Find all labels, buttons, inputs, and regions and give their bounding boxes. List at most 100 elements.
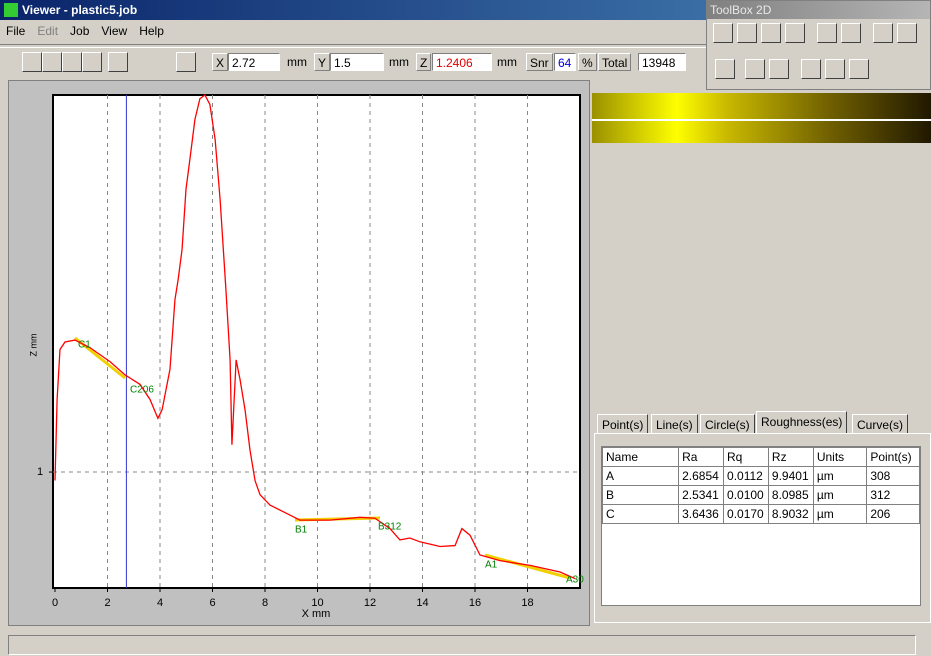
menu-item[interactable]: View: [101, 24, 128, 38]
column-header: Rz: [767, 447, 814, 467]
annotation: C1: [78, 340, 91, 351]
table-cell: 9.9401: [767, 466, 814, 486]
x-tick-label: 6: [209, 597, 215, 609]
column-header: Units: [812, 447, 868, 467]
image-strip: [592, 93, 931, 143]
z-value[interactable]: 1.2406: [432, 53, 492, 71]
snr-value[interactable]: 64: [554, 53, 576, 71]
total-value: 13948: [638, 53, 686, 71]
table-cell: 8.9032: [767, 504, 814, 524]
table-cell: 308: [866, 466, 920, 486]
export-button[interactable]: [62, 52, 82, 72]
z-unit: mm: [497, 55, 517, 69]
x-tick-label: 2: [104, 597, 110, 609]
toolbox-window: ToolBox 2D: [706, 0, 931, 90]
menu-bar: File Edit Job View Help: [6, 24, 176, 38]
tool-button[interactable]: [761, 23, 781, 43]
header-row: Name Ra Rq Rz Units Point(s): [601, 447, 920, 467]
table-cell: 0.0170: [723, 504, 769, 524]
tab[interactable]: Circle(s): [700, 414, 755, 434]
roughness-table-box: Name Ra Rq Rz Units Point(s) A 2.6854 0.0112 9.94…: [601, 446, 921, 606]
menu-item[interactable]: Job: [70, 24, 90, 38]
app-icon: [4, 3, 18, 17]
table-cell: 312: [866, 485, 920, 505]
tool-button[interactable]: [745, 59, 765, 79]
x-unit: mm: [287, 55, 307, 69]
x-tick-label: 4: [157, 597, 163, 609]
tool-button[interactable]: [817, 23, 837, 43]
table-cell: µm: [812, 504, 868, 524]
annotation: B312: [378, 522, 402, 533]
tool-button[interactable]: [785, 23, 805, 43]
status-bar: [8, 635, 916, 655]
fit-segment: [484, 553, 571, 580]
tool-button[interactable]: [841, 23, 861, 43]
window-title: Viewer - plastic5.job: [22, 3, 138, 17]
roughness-table: Name Ra Rq Rz Units Point(s) A 2.6854 0.0112 9.94…: [601, 447, 920, 524]
profile-line: [54, 94, 576, 580]
x-tick-label: 10: [311, 597, 323, 609]
properties-button[interactable]: [108, 52, 128, 72]
table-cell: µm: [812, 485, 868, 505]
x-value[interactable]: 2.72: [228, 53, 280, 71]
tool-button[interactable]: [825, 59, 845, 79]
x-tick-label: 16: [469, 597, 481, 609]
y-value[interactable]: 1.5: [330, 53, 384, 71]
table-cell: A: [601, 466, 680, 486]
table-cell: 2.6854: [678, 466, 725, 486]
undo-button[interactable]: [176, 52, 196, 72]
annotation: A1: [485, 560, 498, 571]
tool-button[interactable]: [715, 59, 735, 79]
menu-item[interactable]: File: [6, 24, 26, 38]
open-button[interactable]: [22, 52, 42, 72]
tool-button[interactable]: [713, 23, 733, 43]
z-label: Z: [416, 53, 432, 71]
table-cell: 0.0112: [723, 466, 769, 486]
tool-button[interactable]: [897, 23, 917, 43]
column-header: Rq: [723, 447, 769, 467]
annotation: C206: [130, 385, 154, 396]
tool-button[interactable]: [849, 59, 869, 79]
y-unit: mm: [389, 55, 409, 69]
x-tick-label: 12: [364, 597, 376, 609]
snr-unit: %: [578, 53, 597, 71]
table-cell: 206: [866, 504, 920, 524]
tool-button[interactable]: [801, 59, 821, 79]
table-row[interactable]: B 2.5341 0.0100 8.0985 µm 312: [601, 485, 920, 505]
menu-item[interactable]: Help: [139, 24, 164, 38]
print-button[interactable]: [82, 52, 102, 72]
x-tick-label: 0: [52, 597, 58, 609]
annotation: A30: [566, 575, 584, 586]
annotation: B1: [295, 525, 308, 536]
save-button[interactable]: [42, 52, 62, 72]
column-header: Point(s): [866, 447, 920, 467]
y-label: Y: [314, 53, 331, 71]
menu-item[interactable]: Edit: [37, 24, 59, 38]
tab[interactable]: Point(s): [597, 414, 649, 434]
tool-button[interactable]: [769, 59, 789, 79]
table-cell: 3.6436: [678, 504, 725, 524]
tab[interactable]: Roughness(es): [756, 411, 848, 434]
scan-line: [592, 119, 931, 121]
tool-button[interactable]: [873, 23, 893, 43]
snr-label: Snr: [526, 53, 553, 71]
y-tick-label: 1: [37, 466, 43, 478]
x-tick-label: 18: [521, 597, 533, 609]
table-cell: C: [601, 504, 680, 524]
table-cell: µm: [812, 466, 868, 486]
table-cell: 0.0100: [723, 485, 769, 505]
table-row[interactable]: C 3.6436 0.0170 8.9032 µm 206: [601, 504, 920, 524]
y-axis-label: Z mm: [28, 334, 38, 357]
title-bar: Viewer - plastic5.job: [0, 0, 706, 20]
table-row[interactable]: A 2.6854 0.0112 9.9401 µm 308: [601, 466, 920, 486]
tab[interactable]: Line(s): [651, 414, 698, 434]
table-cell: 8.0985: [767, 485, 814, 505]
tab[interactable]: Curve(s): [852, 414, 909, 434]
tool-button[interactable]: [737, 23, 757, 43]
table-cell: B: [601, 485, 680, 505]
x-tick-label: 14: [416, 597, 428, 609]
toolbox-title: ToolBox 2D: [707, 1, 930, 19]
x-axis-label: X mm: [302, 608, 331, 620]
separator: [0, 44, 706, 48]
